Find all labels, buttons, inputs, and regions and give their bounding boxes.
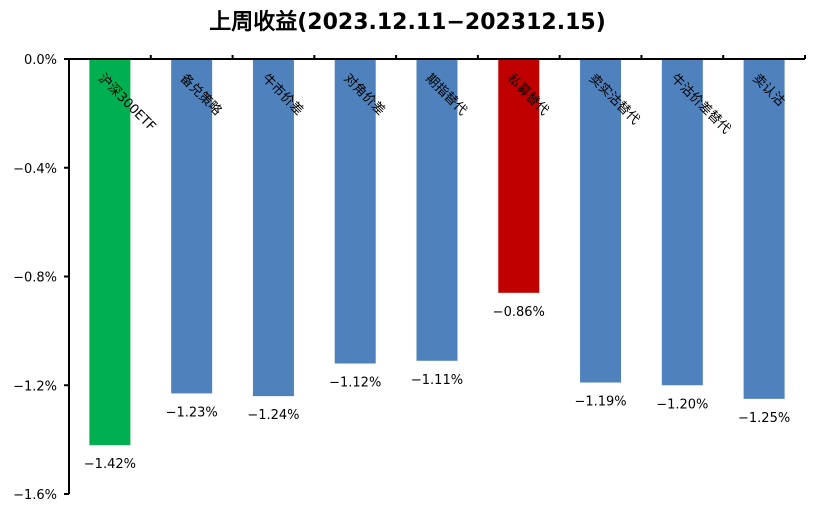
bar — [580, 59, 622, 383]
y-tick-label: −0.8% — [13, 271, 57, 286]
bar — [661, 59, 703, 386]
bar — [252, 59, 294, 397]
y-tick-label: −1.6% — [13, 488, 57, 503]
bar — [416, 59, 458, 361]
data-label: −1.23% — [166, 405, 218, 420]
bar — [171, 59, 213, 394]
data-label: −1.20% — [656, 397, 708, 412]
chart-title: 上周收益(2023.12.11−202312.15) — [209, 10, 606, 35]
data-label: −1.42% — [84, 457, 136, 472]
data-label: −1.19% — [574, 395, 626, 410]
data-label: −1.11% — [411, 373, 463, 388]
y-tick-label: −1.2% — [13, 379, 57, 394]
data-label: −1.12% — [329, 376, 381, 391]
bar — [334, 59, 376, 364]
bar — [89, 59, 131, 446]
data-label: −0.86% — [493, 305, 545, 320]
bar — [498, 59, 540, 293]
y-tick-label: −0.4% — [13, 162, 57, 177]
data-label: −1.24% — [247, 408, 299, 423]
data-label: −1.25% — [738, 411, 790, 426]
bar — [743, 59, 785, 399]
y-tick-label: 0.0% — [24, 53, 57, 68]
